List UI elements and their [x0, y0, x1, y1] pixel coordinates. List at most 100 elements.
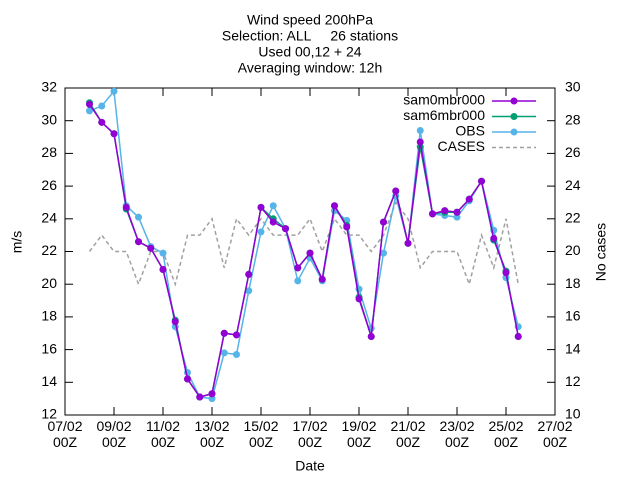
y-tick-label: 16: [41, 340, 57, 356]
x-tick-label: 27/02 00Z: [537, 418, 573, 450]
y-tick-label: 28: [41, 144, 57, 160]
data-point: [98, 118, 106, 126]
data-point: [465, 195, 473, 203]
data-point: [171, 318, 179, 326]
data-point: [220, 329, 228, 337]
data-point: [208, 395, 216, 403]
data-point: [478, 177, 485, 185]
data-point: [159, 249, 167, 257]
data-point: [208, 390, 216, 398]
legend-marker: [510, 128, 518, 136]
series-line: [88, 200, 519, 287]
data-point: [147, 244, 155, 252]
x-tick-label: 13/02 00Z: [194, 418, 230, 450]
y2-tick-label: 22: [565, 210, 581, 226]
y2-tick-label: 10: [565, 406, 581, 422]
data-point: [110, 130, 118, 138]
data-point: [380, 249, 387, 257]
y2-tick-label: 24: [565, 177, 581, 193]
data-point: [380, 218, 387, 226]
data-point: [490, 234, 498, 242]
x-tick-label: 23/02 00Z: [439, 418, 475, 450]
y2-tick-label: 14: [565, 340, 581, 356]
data-point: [306, 249, 314, 257]
y-tick-label: 30: [41, 111, 57, 127]
y-tick-label: 24: [41, 210, 57, 226]
data-point: [122, 203, 130, 211]
legend-label: sam6mbr000: [403, 107, 485, 123]
y-tick-label: 26: [41, 177, 57, 193]
y-tick-label: 32: [41, 79, 57, 95]
data-point: [429, 210, 436, 218]
data-point: [135, 238, 142, 246]
x-tick-label: 17/02 00Z: [292, 418, 328, 450]
data-point: [453, 213, 461, 221]
data-point: [269, 218, 277, 226]
data-point: [416, 127, 424, 135]
data-point: [404, 239, 412, 247]
legend-label: sam0mbr000: [403, 92, 485, 108]
data-point: [294, 264, 302, 272]
y2-tick-label: 20: [565, 242, 581, 258]
x-tick-label: 09/02 00Z: [96, 418, 132, 450]
x-tick-label: 19/02 00Z: [341, 418, 377, 450]
data-point: [331, 202, 338, 210]
y-tick-label: 22: [41, 242, 57, 258]
data-point: [318, 275, 326, 283]
x-axis-label: Date: [295, 458, 325, 474]
chart-title: Averaging window: 12h: [238, 60, 383, 76]
data-point: [355, 295, 363, 303]
x-tick-label: 15/02 00Z: [243, 418, 279, 450]
data-point: [245, 270, 253, 278]
data-point: [233, 351, 240, 359]
data-point: [135, 213, 142, 221]
legend-marker: [510, 113, 518, 120]
y-tick-label: 20: [41, 275, 57, 291]
data-point: [245, 287, 253, 295]
data-point: [257, 228, 265, 236]
y2-tick-label: 18: [565, 275, 581, 291]
chart-title: Selection: ALL 26 stations: [222, 28, 398, 44]
data-point: [294, 277, 302, 285]
data-point: [86, 100, 93, 108]
data-point: [159, 265, 167, 273]
legend-label: CASES: [438, 138, 485, 154]
y-tick-label: 14: [41, 373, 57, 389]
data-point: [269, 202, 277, 210]
data-point: [502, 269, 510, 277]
chart-title: Used 00,12 + 24: [258, 44, 361, 60]
data-point: [86, 107, 93, 115]
x-tick-label: 25/02 00Z: [488, 418, 524, 450]
y2-tick-label: 12: [565, 373, 581, 389]
y-tick-label: 18: [41, 308, 57, 324]
data-point: [367, 333, 375, 341]
data-point: [514, 333, 522, 341]
data-point: [110, 87, 118, 95]
data-point: [257, 203, 265, 211]
x-tick-label: 11/02 00Z: [146, 418, 180, 450]
legend-label: OBS: [455, 123, 485, 139]
y2-axis-label: No cases: [593, 223, 609, 281]
data-point: [220, 349, 228, 357]
y2-tick-label: 16: [565, 308, 581, 324]
data-point: [416, 138, 424, 146]
y-axis-label: m/s: [9, 231, 25, 254]
y2-tick-label: 30: [565, 79, 581, 95]
data-point: [453, 208, 461, 216]
y2-tick-label: 26: [565, 144, 581, 160]
data-point: [343, 223, 351, 231]
data-point: [233, 331, 240, 339]
y-tick-label: 12: [41, 406, 57, 422]
data-point: [196, 393, 204, 401]
x-tick-label: 21/02 00Z: [390, 418, 426, 450]
x-tick-label: 07/02 00Z: [47, 418, 83, 450]
data-point: [184, 375, 191, 383]
chart-title: Wind speed 200hPa: [247, 12, 373, 28]
y2-tick-label: 28: [565, 111, 581, 127]
data-point: [98, 102, 106, 110]
data-point: [392, 187, 400, 195]
legend-marker: [510, 97, 518, 105]
data-point: [282, 225, 289, 233]
